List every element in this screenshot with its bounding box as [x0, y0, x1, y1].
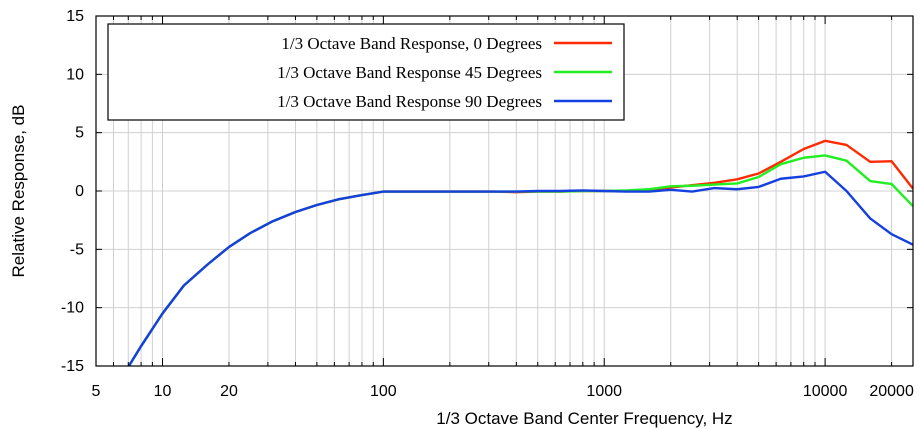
x-tick-label: 5	[92, 383, 101, 400]
y-tick-label: -5	[70, 241, 84, 258]
legend-label: 1/3 Octave Band Response, 0 Degrees	[281, 34, 542, 53]
legend: 1/3 Octave Band Response, 0 Degrees 1/3 O…	[107, 23, 625, 121]
legend-label: 1/3 Octave Band Response 90 Degrees	[277, 92, 542, 111]
y-tick-label: 5	[75, 125, 84, 142]
x-axis-ticks: 5 10 20 100 1000 10000 20000	[92, 16, 914, 400]
series-line-2	[127, 154, 913, 366]
x-tick-label: 1000	[586, 383, 622, 400]
x-tick-label: 100	[370, 383, 397, 400]
legend-label: 1/3 Octave Band Response 45 Degrees	[277, 63, 542, 82]
y-axis-ticks: -15 -10 -5 0 5 10 15	[61, 8, 913, 375]
series-line-3	[127, 170, 913, 366]
series-lines	[127, 139, 913, 366]
y-tick-label: -10	[61, 300, 84, 317]
x-tick-label: 10000	[803, 383, 848, 400]
y-tick-label: 0	[75, 183, 84, 200]
x-axis-title: 1/3 Octave Band Center Frequency, Hz	[436, 409, 732, 428]
x-tick-label: 20	[220, 383, 238, 400]
legend-box	[107, 23, 625, 121]
x-tick-label: 10	[154, 383, 172, 400]
x-tick-label: 20000	[869, 383, 914, 400]
y-tick-label: -15	[61, 358, 84, 375]
y-tick-label: 15	[66, 8, 84, 25]
y-tick-label: 10	[66, 66, 84, 83]
y-axis-title: Relative Response, dB	[9, 105, 28, 278]
